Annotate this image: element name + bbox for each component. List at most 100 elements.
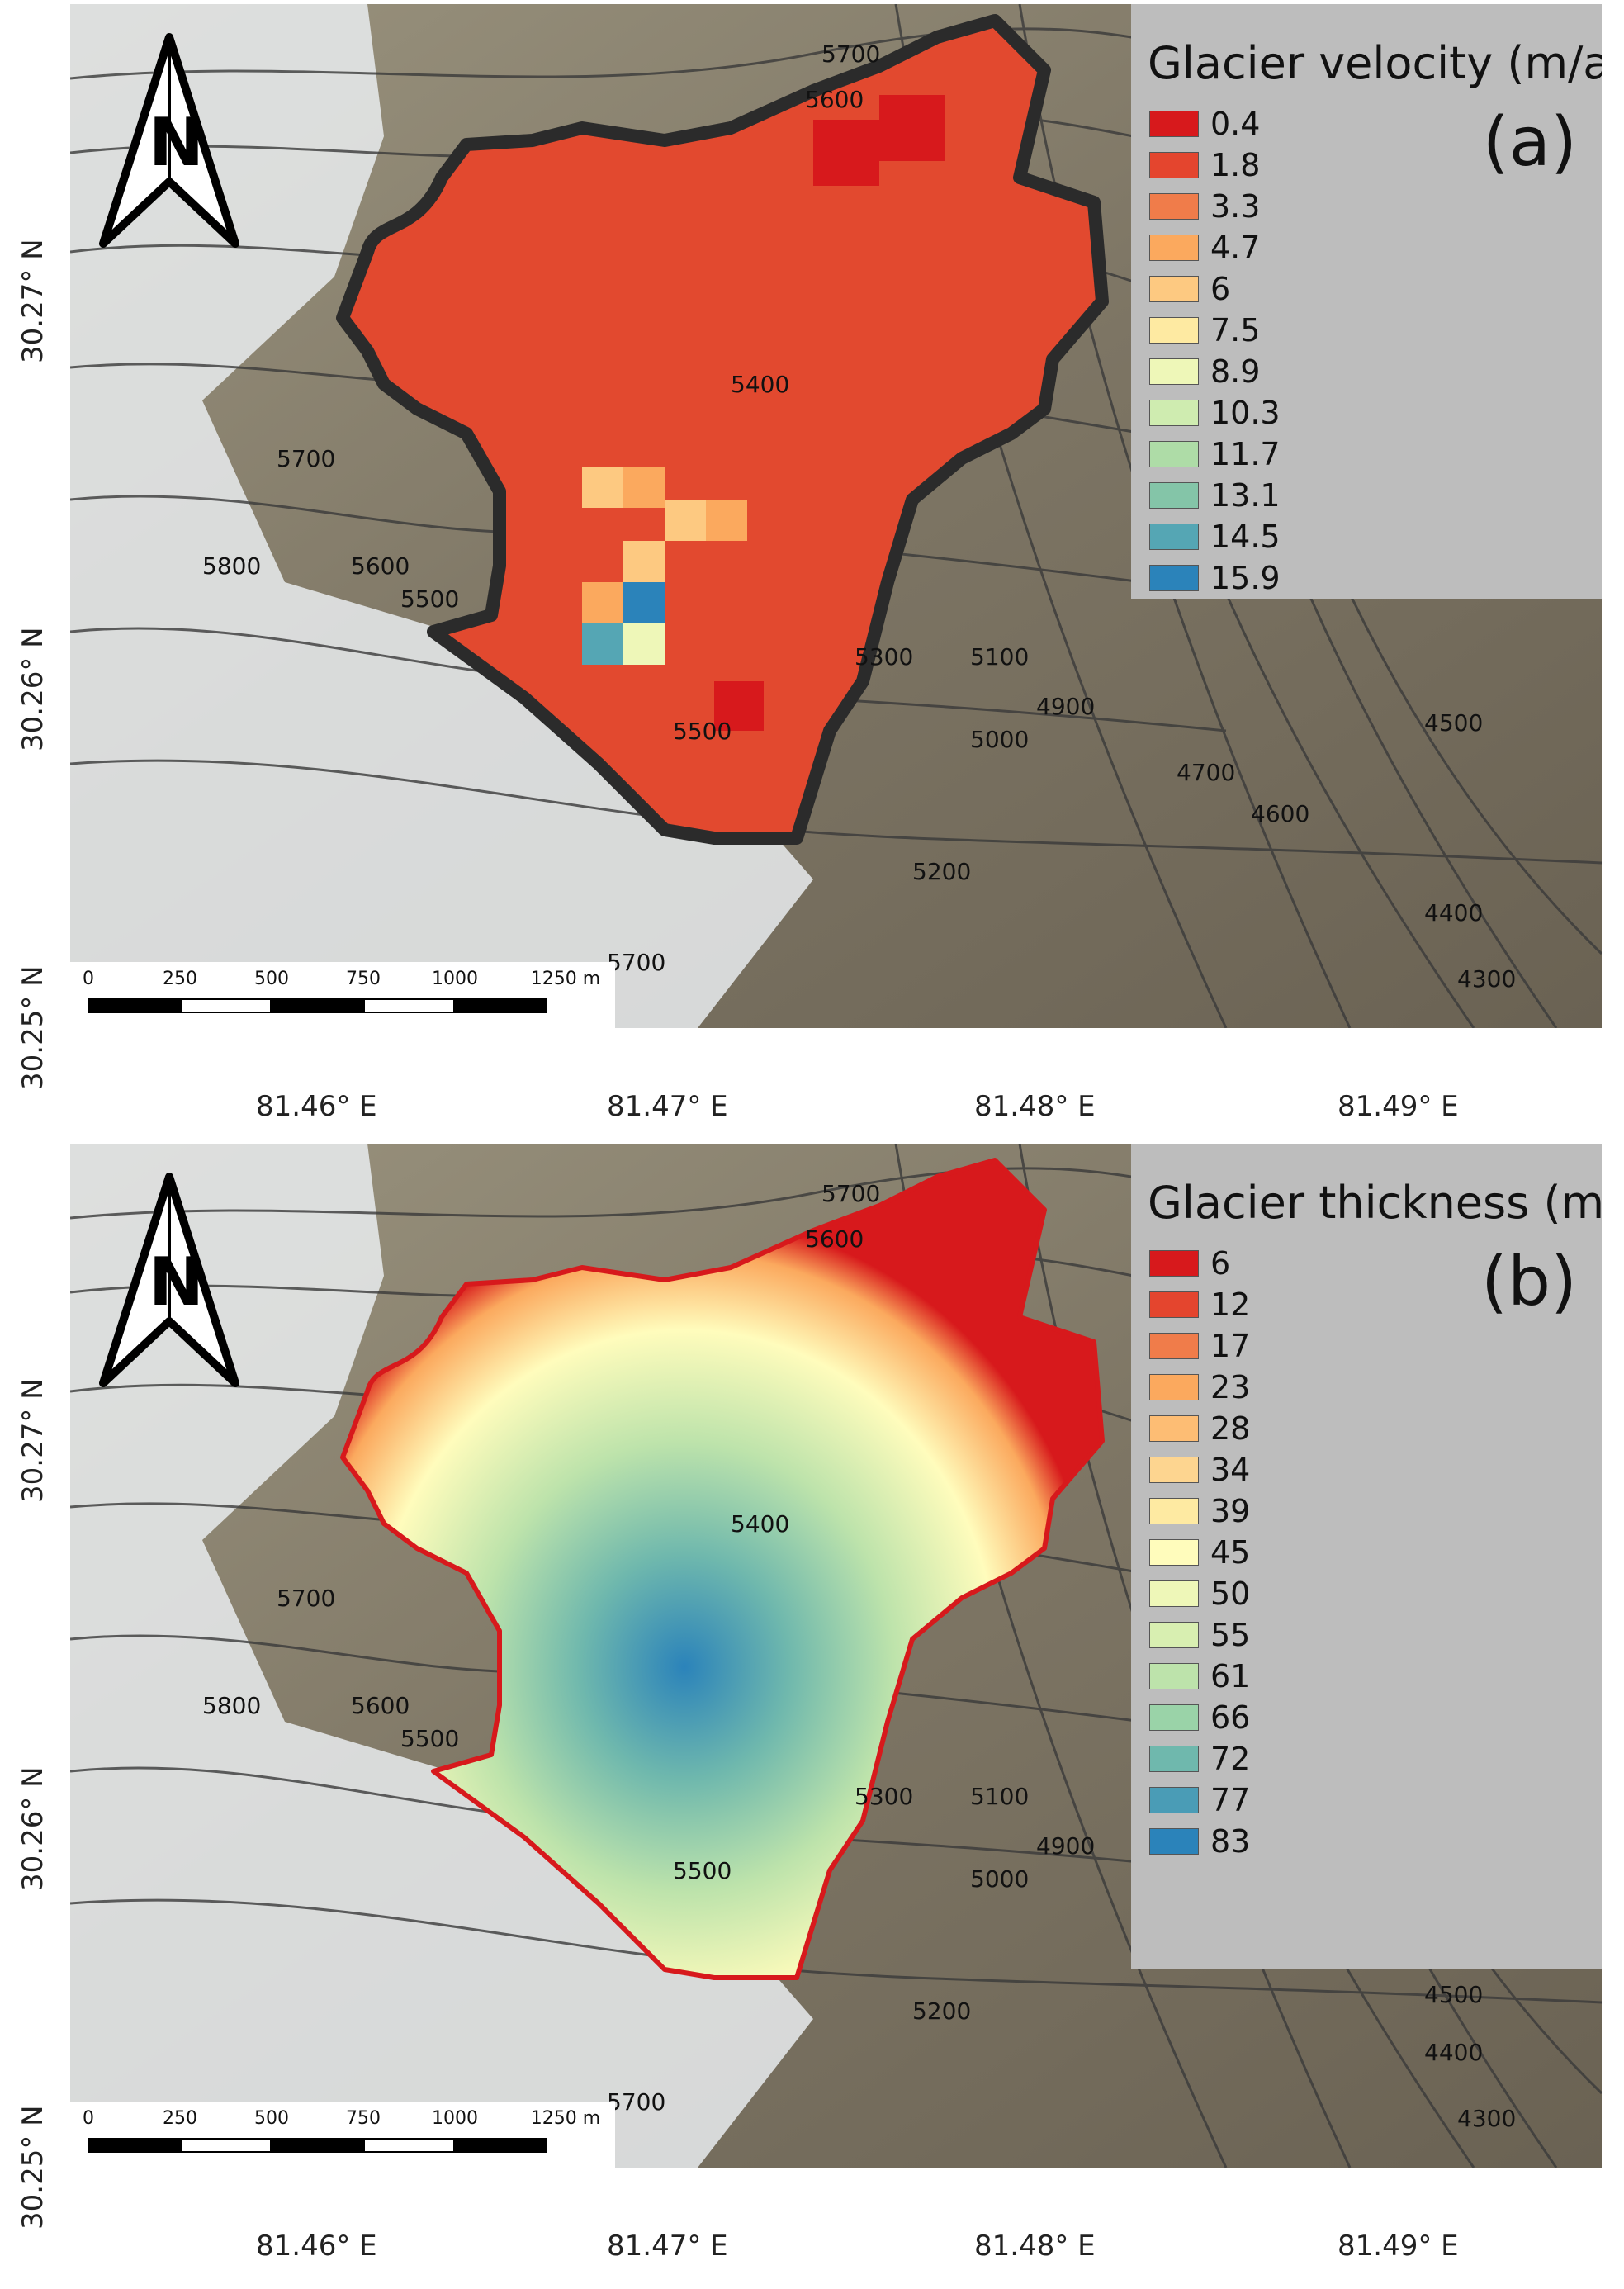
scale-tick: 1250 m: [530, 969, 601, 989]
contour-label: 4600: [1251, 800, 1309, 827]
legend-swatch: [1149, 193, 1199, 220]
legend-item: 0.4: [1149, 103, 1281, 145]
legend-swatch: [1149, 1498, 1199, 1524]
contour-label: 5700: [607, 949, 665, 976]
legend-swatch: [1149, 524, 1199, 550]
lon-label: 81.46° E: [256, 1090, 377, 1123]
scale-tick: 0: [83, 2108, 94, 2129]
legend-item: 23: [1149, 1367, 1250, 1408]
legend-label: 3.3: [1210, 188, 1261, 225]
contour-label: 5600: [351, 552, 410, 580]
scale-tick: 500: [254, 969, 289, 989]
legend-item: 83: [1149, 1821, 1250, 1862]
contour-label: 5500: [673, 1857, 732, 1884]
legend-item: 6: [1149, 268, 1281, 310]
legend-item: 6: [1149, 1243, 1250, 1284]
north-arrow: N: [99, 1173, 239, 1387]
scale-tick: 750: [346, 2108, 381, 2129]
lat-label: 30.27° N: [17, 1378, 50, 1503]
legend-item: 13.1: [1149, 475, 1281, 516]
legend-item: 55: [1149, 1614, 1250, 1656]
legend-item: 77: [1149, 1780, 1250, 1821]
contour-label: 5500: [400, 1725, 459, 1752]
legend-label: 28: [1210, 1410, 1251, 1447]
legend-swatch: [1149, 1333, 1199, 1359]
lat-label: 30.27° N: [17, 239, 50, 363]
contour-label: 5400: [731, 371, 789, 398]
contour-label: 5400: [731, 1510, 789, 1538]
legend-item: 3.3: [1149, 186, 1281, 227]
legend-label: 10.3: [1210, 395, 1281, 431]
legend-swatch: [1149, 482, 1199, 509]
contour-label: 4400: [1424, 2039, 1483, 2066]
legend-label: 11.7: [1210, 436, 1281, 472]
legend-label: 7.5: [1210, 312, 1261, 348]
lon-label: 81.46° E: [256, 2230, 377, 2263]
map-panel-thickness: 5700 5600 5400 5700 5800 5600 5500 5300 …: [70, 1144, 1602, 2168]
legend-label: 39: [1210, 1493, 1251, 1529]
legend-title: Glacier thickness (m): [1148, 1177, 1602, 1229]
contour-label: 5300: [855, 1783, 913, 1810]
legend-swatch: [1149, 152, 1199, 178]
legend-item: 7.5: [1149, 310, 1281, 351]
legend-swatch: [1149, 358, 1199, 385]
contour-label: 5700: [821, 40, 880, 68]
lon-label: 81.49° E: [1338, 2230, 1459, 2263]
contour-label: 4400: [1424, 899, 1483, 926]
contour-label: 5300: [855, 643, 913, 671]
legend-label: 6: [1210, 271, 1231, 307]
map-panel-velocity: 5700 5600 5400 5700 5800 5600 5500 5300 …: [70, 4, 1602, 1028]
legend-swatch: [1149, 1580, 1199, 1607]
legend-swatch: [1149, 1622, 1199, 1648]
legend-item: 14.5: [1149, 516, 1281, 557]
legend-label: 0.4: [1210, 106, 1261, 142]
contour-label: 5600: [351, 1692, 410, 1719]
legend-item: 45: [1149, 1532, 1250, 1573]
contour-label: 4700: [1177, 759, 1235, 786]
legend-swatch: [1149, 317, 1199, 344]
scale-tick: 250: [163, 2108, 197, 2129]
scale-tick: 500: [254, 2108, 289, 2129]
legend-swatch: [1149, 1787, 1199, 1813]
contour-label: 5000: [970, 1865, 1029, 1893]
legend-item: 8.9: [1149, 351, 1281, 392]
panel-letter: (a): [1482, 103, 1577, 182]
legend-label: 14.5: [1210, 519, 1281, 555]
legend-swatch: [1149, 1539, 1199, 1566]
legend-swatch: [1149, 400, 1199, 426]
legend: Glacier thickness (m) (b) 6 12 17 23 28 34 39 4…: [1131, 1144, 1602, 1969]
contour-label: 4300: [1457, 2105, 1516, 2132]
contour-label: 5600: [805, 1225, 864, 1253]
legend-swatch: [1149, 1291, 1199, 1318]
contour-label: 5700: [277, 1585, 335, 1612]
legend-item: 28: [1149, 1408, 1250, 1449]
lat-label: 30.25° N: [17, 2105, 50, 2230]
contour-label: 5500: [673, 718, 732, 745]
legend-swatch: [1149, 1704, 1199, 1731]
legend-item: 39: [1149, 1490, 1250, 1532]
scale-bar: 0 250 500 750 1000 1250 m: [70, 2102, 615, 2168]
legend-label: 17: [1210, 1328, 1251, 1364]
contour-labels: 5700 5600 5400 5700 5800 5600 5500 5300 …: [202, 40, 1516, 993]
legend-swatch: [1149, 1663, 1199, 1690]
legend-label: 55: [1210, 1617, 1251, 1653]
legend-swatch: [1149, 1746, 1199, 1772]
legend-label: 13.1: [1210, 477, 1281, 514]
scale-bar: 0 250 500 750 1000 1250 m: [70, 962, 615, 1028]
contour-label: 4300: [1457, 965, 1516, 993]
contour-label: 4900: [1036, 1832, 1095, 1860]
legend-label: 50: [1210, 1576, 1251, 1612]
legend-label: 12: [1210, 1287, 1251, 1323]
legend-item: 4.7: [1149, 227, 1281, 268]
legend-label: 83: [1210, 1823, 1251, 1860]
legend-item: 15.9: [1149, 557, 1281, 599]
legend-label: 45: [1210, 1534, 1251, 1571]
legend-label: 66: [1210, 1699, 1251, 1736]
legend-item: 34: [1149, 1449, 1250, 1490]
contour-label: 5800: [202, 552, 261, 580]
contour-label: 5600: [805, 86, 864, 113]
legend-swatch: [1149, 1828, 1199, 1855]
legend-list: 0.4 1.8 3.3 4.7 6 7.5 8.9 10.3 11.7 13.1 14.5 15.9: [1149, 103, 1281, 599]
scale-tick: 250: [163, 969, 197, 989]
legend-item: 11.7: [1149, 434, 1281, 475]
